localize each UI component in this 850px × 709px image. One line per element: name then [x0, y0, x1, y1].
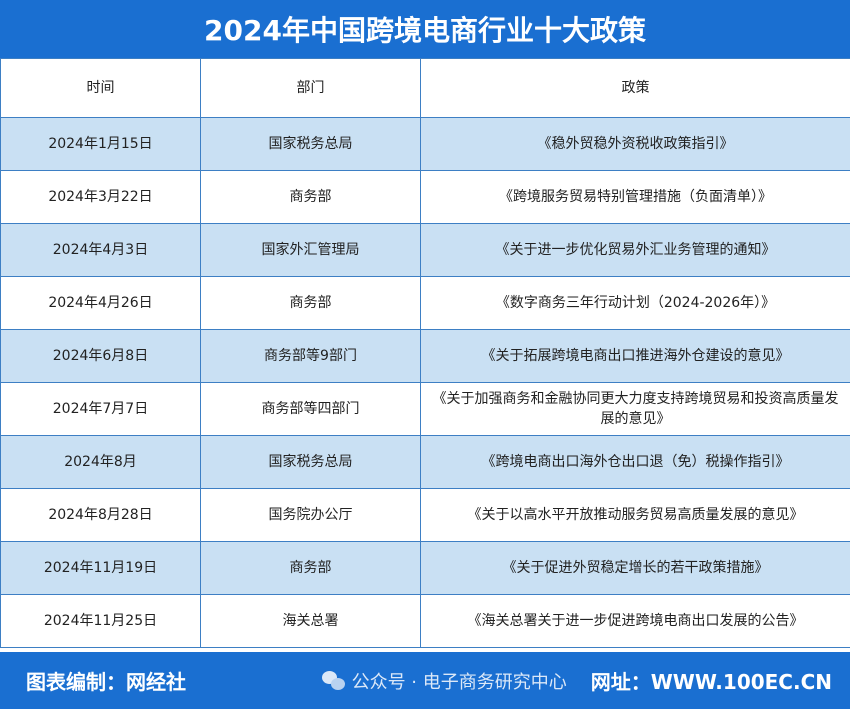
footer-credit: 图表编制：网经社 — [26, 670, 186, 694]
date-cell: 2024年4月26日 — [0, 276, 201, 330]
dept-cell: 商务部 — [200, 170, 421, 224]
table-header: 时间 部门 政策 — [0, 58, 850, 118]
dept-cell: 商务部 — [200, 276, 421, 330]
dept-cell: 海关总署 — [200, 594, 421, 648]
table-row: 2024年11月25日 海关总署 《海关总署关于进一步促进跨境电商出口发展的公告》 — [0, 594, 850, 648]
table-row: 2024年4月3日 国家外汇管理局 《关于进一步优化贸易外汇业务管理的通知》 — [0, 223, 850, 277]
dept-cell: 商务部等四部门 — [200, 382, 421, 436]
table-row: 2024年8月28日 国务院办公厅 《关于以高水平开放推动服务贸易高质量发展的意见》 — [0, 488, 850, 542]
policy-cell: 《关于进一步优化贸易外汇业务管理的通知》 — [420, 223, 850, 277]
policy-cell: 《关于以高水平开放推动服务贸易高质量发展的意见》 — [420, 488, 850, 542]
dept-cell: 商务部 — [200, 541, 421, 595]
policy-table: 时间 部门 政策 2024年1月15日 国家税务总局 《稳外贸稳外资税收政策指引》 2… — [0, 58, 850, 648]
table-row: 2024年7月7日 商务部等四部门 《关于加强商务和金融协同更大力度支持跨境贸易和投… — [0, 382, 850, 436]
date-cell: 2024年8月 — [0, 435, 201, 489]
table-row: 2024年8月 国家税务总局 《跨境电商出口海外仓出口退（免）税操作指引》 — [0, 435, 850, 489]
table-row: 2024年1月15日 国家税务总局 《稳外贸稳外资税收政策指引》 — [0, 117, 850, 171]
dept-cell: 商务部等9部门 — [200, 329, 421, 383]
date-cell: 2024年11月25日 — [0, 594, 201, 648]
policy-cell: 《数字商务三年行动计划（2024-2026年）》 — [420, 276, 850, 330]
policy-cell: 《跨境服务贸易特别管理措施（负面清单）》 — [420, 170, 850, 224]
header-policy: 政策 — [420, 58, 850, 118]
date-cell: 2024年3月22日 — [0, 170, 201, 224]
date-cell: 2024年11月19日 — [0, 541, 201, 595]
watermark-text: 公众号 · 电子商务研究中心 — [351, 671, 567, 693]
dept-cell: 国务院办公厅 — [200, 488, 421, 542]
policy-cell: 《关于促进外贸稳定增长的若干政策措施》 — [420, 541, 850, 595]
policy-cell: 《关于加强商务和金融协同更大力度支持跨境贸易和投资高质量发展的意见》 — [420, 382, 850, 436]
date-cell: 2024年7月7日 — [0, 382, 201, 436]
table-row: 2024年3月22日 商务部 《跨境服务贸易特别管理措施（负面清单）》 — [0, 170, 850, 224]
table-row: 2024年11月19日 商务部 《关于促进外贸稳定增长的若干政策措施》 — [0, 541, 850, 595]
policy-cell: 《关于拓展跨境电商出口推进海外仓建设的意见》 — [420, 329, 850, 383]
dept-cell: 国家外汇管理局 — [200, 223, 421, 277]
watermark: 公众号 · 电子商务研究中心 — [321, 668, 567, 694]
header-date: 时间 — [0, 58, 201, 118]
policy-cell: 《海关总署关于进一步促进跨境电商出口发展的公告》 — [420, 594, 850, 648]
date-cell: 2024年6月8日 — [0, 329, 201, 383]
footer-site: 网址：WWW.100EC.CN — [590, 670, 832, 694]
dept-cell: 国家税务总局 — [200, 117, 421, 171]
date-cell: 2024年8月28日 — [0, 488, 201, 542]
policy-cell: 《跨境电商出口海外仓出口退（免）税操作指引》 — [420, 435, 850, 489]
table-row: 2024年4月26日 商务部 《数字商务三年行动计划（2024-2026年）》 — [0, 276, 850, 330]
page-title: 2024年中国跨境电商行业十大政策 — [0, 0, 850, 58]
table-row: 2024年6月8日 商务部等9部门 《关于拓展跨境电商出口推进海外仓建设的意见》 — [0, 329, 850, 383]
footer: 图表编制：网经社 公众号 · 电子商务研究中心 网址：WWW.100EC.CN — [0, 652, 850, 709]
dept-cell: 国家税务总局 — [200, 435, 421, 489]
date-cell: 2024年4月3日 — [0, 223, 201, 277]
date-cell: 2024年1月15日 — [0, 117, 201, 171]
wechat-icon — [321, 670, 346, 691]
header-dept: 部门 — [200, 58, 421, 118]
policy-cell: 《稳外贸稳外资税收政策指引》 — [420, 117, 850, 171]
